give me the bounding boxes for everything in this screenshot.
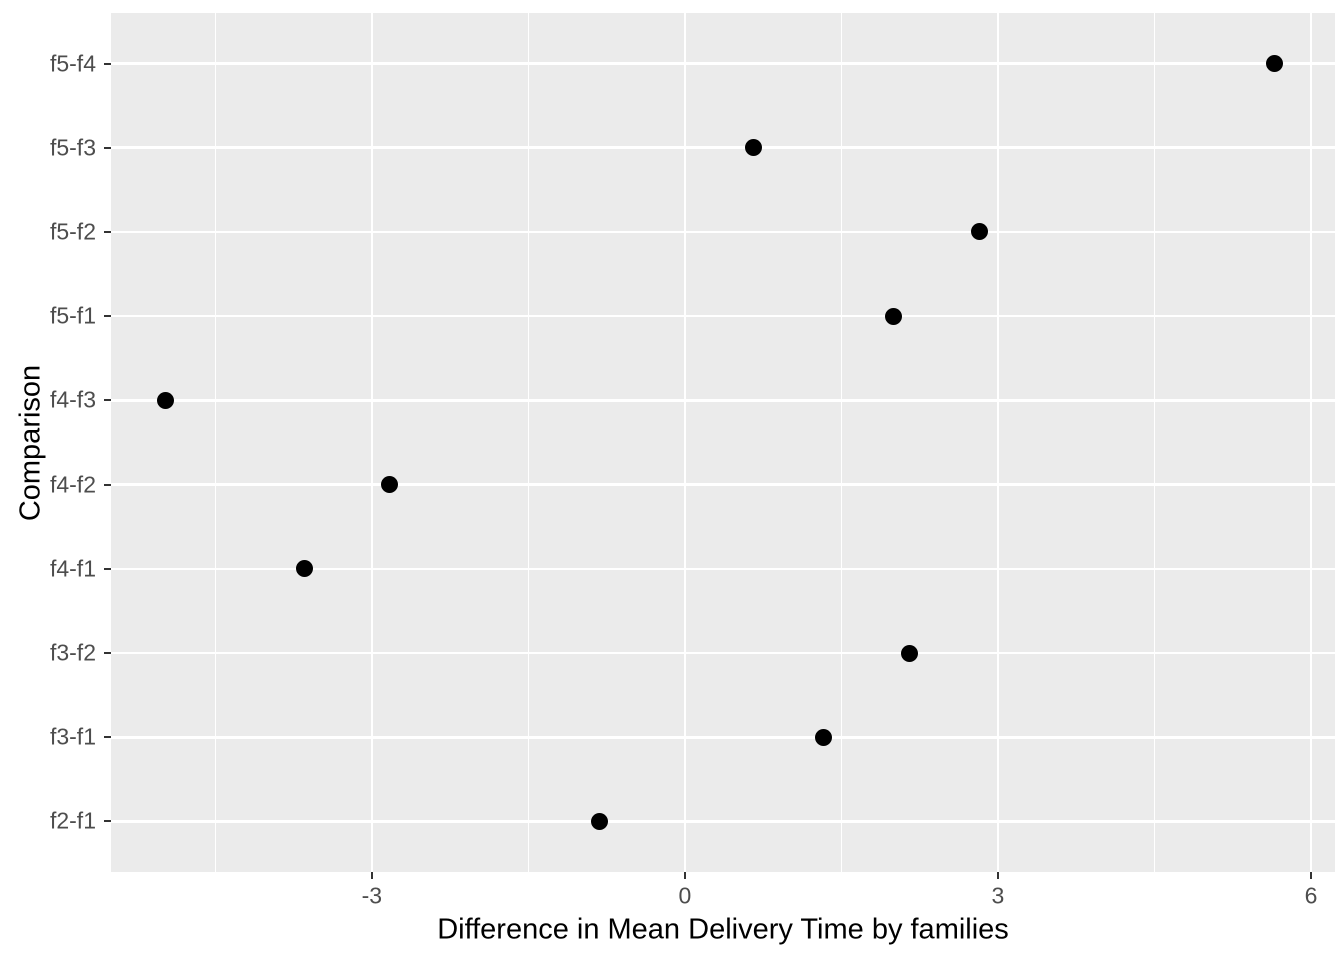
y-tick-mark	[104, 399, 111, 402]
data-point-f4-f2	[381, 476, 399, 494]
gridline-major-horizontal	[111, 567, 1335, 571]
x-tick-mark	[683, 872, 686, 879]
y-axis-title: Comparison	[14, 364, 47, 521]
data-point-f4-f3	[156, 391, 174, 409]
data-point-f3-f2	[900, 644, 918, 662]
gridline-major-horizontal	[111, 146, 1335, 150]
gridline-major-horizontal	[111, 399, 1335, 402]
x-tick-label-6: 6	[1304, 882, 1318, 909]
gridline-major-horizontal	[111, 651, 1335, 655]
gridline-major-horizontal	[111, 735, 1335, 739]
y-tick-mark	[104, 146, 111, 149]
data-point-f4-f1	[295, 560, 313, 578]
x-tick-label-3: 3	[991, 882, 1005, 909]
y-tick-label-f4-f3: f4-f3	[49, 386, 96, 413]
y-tick-label-f3-f1: f3-f1	[49, 723, 96, 750]
y-tick-label-f5-f2: f5-f2	[49, 218, 96, 245]
gridline-major-vertical	[683, 13, 687, 872]
gridline-major-horizontal	[111, 62, 1335, 65]
gridline-major-vertical	[996, 13, 1000, 872]
x-tick-label-0: 0	[678, 882, 692, 909]
y-tick-mark	[104, 567, 111, 570]
y-tick-mark	[104, 820, 111, 823]
gridline-major-horizontal	[111, 820, 1335, 823]
data-point-f3-f1	[815, 728, 833, 746]
gridline-minor-vertical	[1153, 13, 1156, 872]
y-tick-label-f4-f2: f4-f2	[49, 471, 96, 498]
gridline-major-horizontal	[111, 483, 1335, 486]
y-tick-mark	[104, 315, 111, 318]
y-tick-mark	[104, 483, 111, 486]
gridline-major-horizontal	[111, 314, 1335, 318]
gridline-minor-vertical	[214, 13, 217, 872]
y-tick-label-f2-f1: f2-f1	[49, 807, 96, 834]
gridline-minor-vertical	[840, 13, 843, 872]
y-tick-label-f5-f4: f5-f4	[49, 50, 96, 77]
x-tick-mark	[370, 872, 373, 879]
y-tick-mark	[104, 230, 111, 233]
data-point-f5-f1	[885, 307, 903, 325]
x-tick-mark	[1310, 872, 1312, 879]
data-point-f2-f1	[590, 812, 608, 830]
x-axis-title: Difference in Mean Delivery Time by fami…	[437, 913, 1009, 946]
y-tick-mark	[104, 62, 111, 65]
y-tick-label-f4-f1: f4-f1	[49, 555, 96, 582]
plot-panel	[111, 13, 1335, 872]
gridline-major-horizontal	[111, 230, 1335, 234]
y-tick-label-f3-f2: f3-f2	[49, 639, 96, 666]
y-tick-mark	[104, 736, 111, 739]
data-point-f5-f3	[745, 139, 763, 157]
data-point-f5-f2	[970, 223, 988, 241]
y-tick-mark	[104, 652, 111, 655]
x-tick-mark	[996, 872, 999, 879]
gridline-minor-vertical	[527, 13, 530, 872]
gridline-major-vertical	[1309, 13, 1313, 872]
y-tick-label-f5-f3: f5-f3	[49, 134, 96, 161]
gridline-major-vertical	[370, 13, 374, 872]
x-tick-label--3: -3	[361, 882, 383, 909]
data-point-f5-f4	[1265, 55, 1283, 73]
y-tick-label-f5-f1: f5-f1	[49, 302, 96, 329]
